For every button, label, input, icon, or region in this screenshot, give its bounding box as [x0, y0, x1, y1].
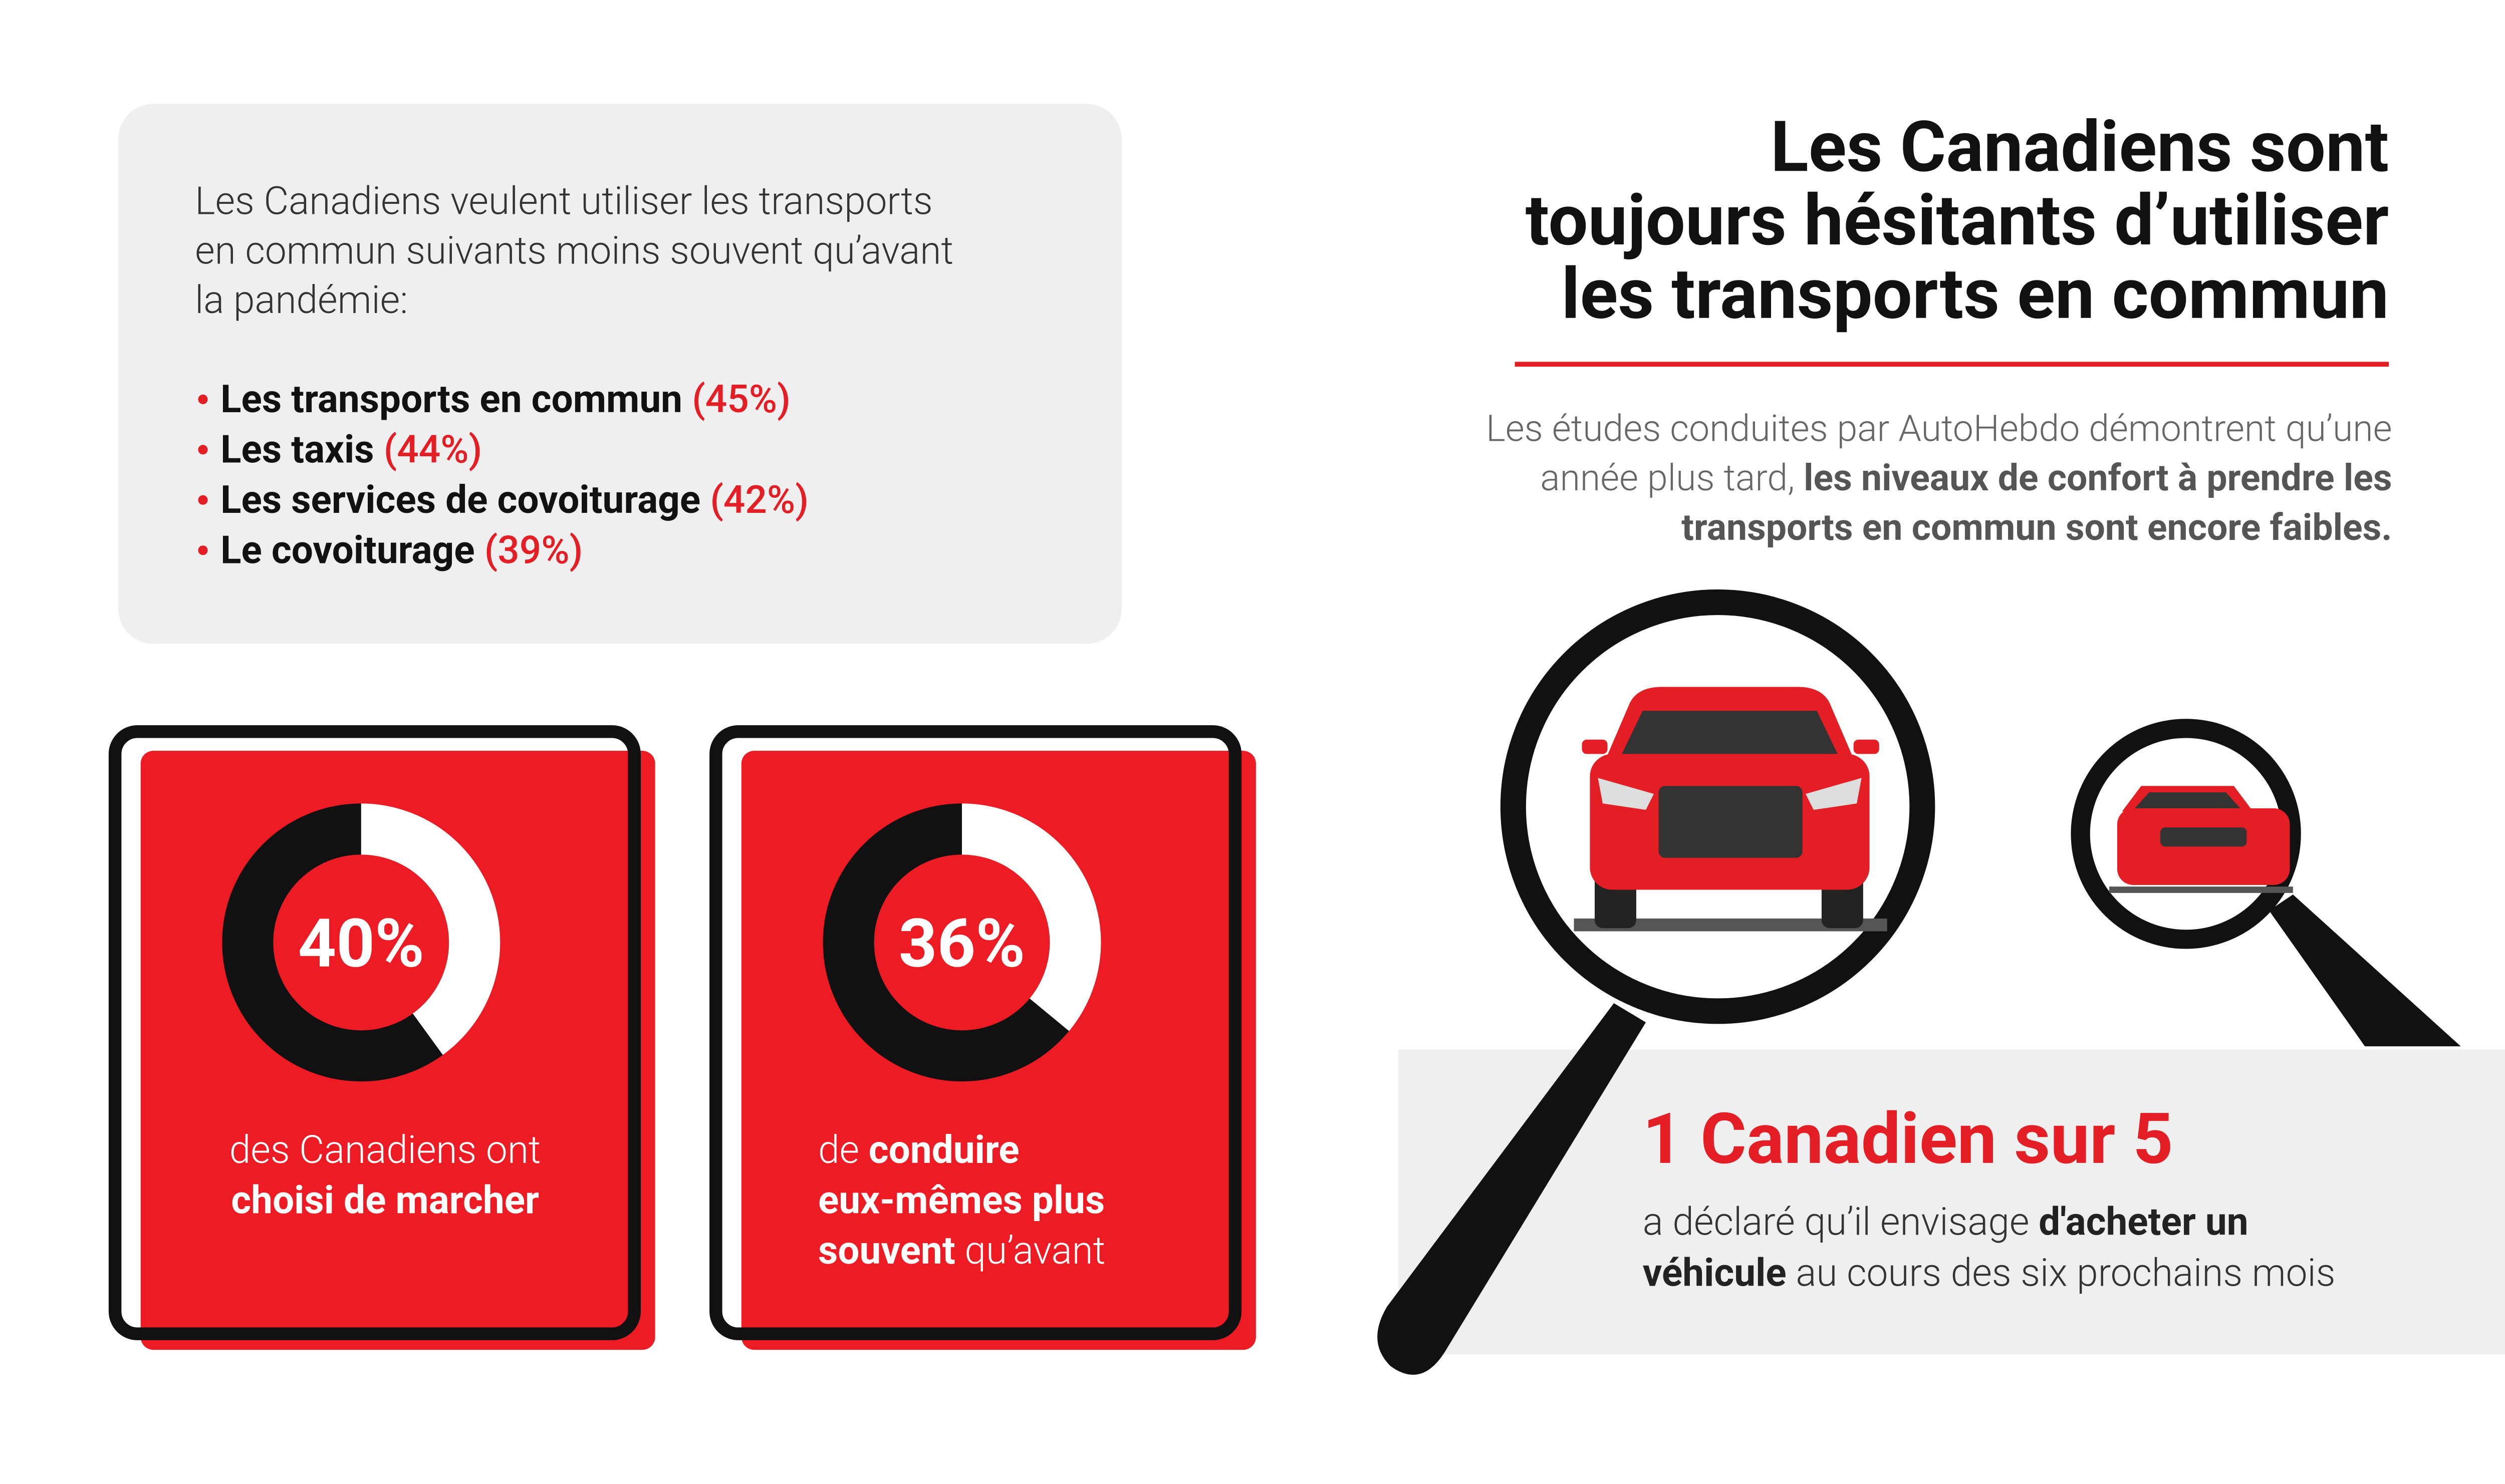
list-item: Les taxis (44%)	[220, 427, 482, 472]
bullet	[198, 445, 208, 455]
list-item: Les services de covoiturage (42%)	[220, 477, 809, 522]
title-line: toujours hésitants d’utiliser	[1526, 180, 2389, 262]
caption-line: eux-mêmes plus	[818, 1177, 1105, 1223]
subtitle-text: année plus tard,	[1540, 456, 1804, 499]
stat-card: 40% des Canadiens ont choisi de marcher	[108, 725, 655, 1350]
caption-line: choisi de marcher	[231, 1177, 539, 1223]
highlight-text: a déclaré qu’il envisage	[1643, 1199, 2039, 1244]
magnifier-small	[2071, 719, 2461, 1047]
donut-label: 36%	[899, 905, 1026, 983]
subtitle-bold: transports en commun sont encore faibles…	[1681, 506, 2392, 549]
caption-bold: eux-mêmes plus	[818, 1177, 1105, 1223]
item-share: (39%)	[484, 527, 583, 572]
highlight-line: véhicule au cours des six prochains mois	[1643, 1250, 2336, 1295]
subtitle-line: Les études conduites par AutoHebdo démon…	[1486, 407, 2392, 450]
magnifier-handle	[2269, 895, 2461, 1047]
card-outline	[108, 725, 641, 1340]
item-label: Le covoiturage	[220, 527, 474, 572]
intro-box	[118, 104, 1122, 644]
caption-bold: souvent	[818, 1228, 955, 1273]
caption-line: souvent qu’avant	[818, 1228, 1105, 1273]
donut-arc	[961, 803, 1101, 1031]
title-line: Les Canadiens sont	[1771, 106, 2389, 188]
intro-list: Les transports en commun (45%)Les taxis (4…	[198, 377, 809, 572]
list-item: Le covoiturage (39%)	[220, 527, 583, 572]
item-label: Les taxis	[220, 427, 374, 472]
highlight-bold: d'acheter un	[2039, 1199, 2248, 1244]
item-share: (44%)	[384, 427, 482, 472]
item-share: (42%)	[710, 477, 809, 522]
car-front-small	[2109, 786, 2293, 893]
donut-arc	[360, 803, 500, 1055]
caption-line: des Canadiens ont	[229, 1127, 541, 1172]
stat-card: 36% de conduire eux-mêmes plus souvent qu’a…	[709, 725, 1256, 1350]
caption-bold: choisi de marcher	[231, 1177, 539, 1223]
bullet	[198, 495, 208, 505]
subtitle-line: transports en commun sont encore faibles…	[1681, 506, 2392, 549]
list-item: Les transports en commun (45%)	[220, 377, 791, 422]
magnifier-handle	[1377, 1003, 1646, 1375]
subtitle-line: année plus tard, les niveaux de confort …	[1540, 456, 2392, 499]
highlight-headline: 1 Canadien sur 5	[1643, 1098, 2173, 1180]
caption-line: de conduire	[818, 1127, 1020, 1172]
highlight-text: au cours des six prochains mois	[1787, 1250, 2336, 1295]
caption-text: qu’avant	[955, 1228, 1106, 1273]
caption-text: des Canadiens ont	[229, 1127, 541, 1172]
magnifier-large	[1377, 589, 1935, 1375]
intro-line: Les Canadiens veulent utiliser les trans…	[195, 178, 933, 223]
item-share: (45%)	[692, 377, 791, 422]
item-label: Les transports en commun	[220, 377, 682, 422]
card-outline	[709, 725, 1242, 1340]
subtitle-bold: les niveaux de confort à prendre les	[1804, 456, 2392, 499]
donut-label: 40%	[298, 905, 424, 983]
bullet	[198, 394, 208, 404]
caption-text: de	[818, 1127, 869, 1172]
highlight-bold: véhicule	[1643, 1250, 1787, 1295]
intro-line: la pandémie:	[195, 277, 408, 323]
caption-bold: conduire	[869, 1127, 1020, 1172]
intro-line: en commun suivants moins souvent qu’avan…	[195, 228, 953, 273]
stat-cards: 40% des Canadiens ont choisi de marcher 36%…	[108, 725, 1256, 1350]
subtitle-text: Les études conduites par AutoHebdo démon…	[1486, 407, 2392, 450]
highlight-line: a déclaré qu’il envisage d'acheter un	[1643, 1199, 2248, 1244]
bullet	[198, 545, 208, 555]
title-line: les transports en commun	[1561, 253, 2389, 336]
car-front	[1574, 687, 1887, 932]
item-label: Les services de covoiturage	[220, 477, 700, 522]
